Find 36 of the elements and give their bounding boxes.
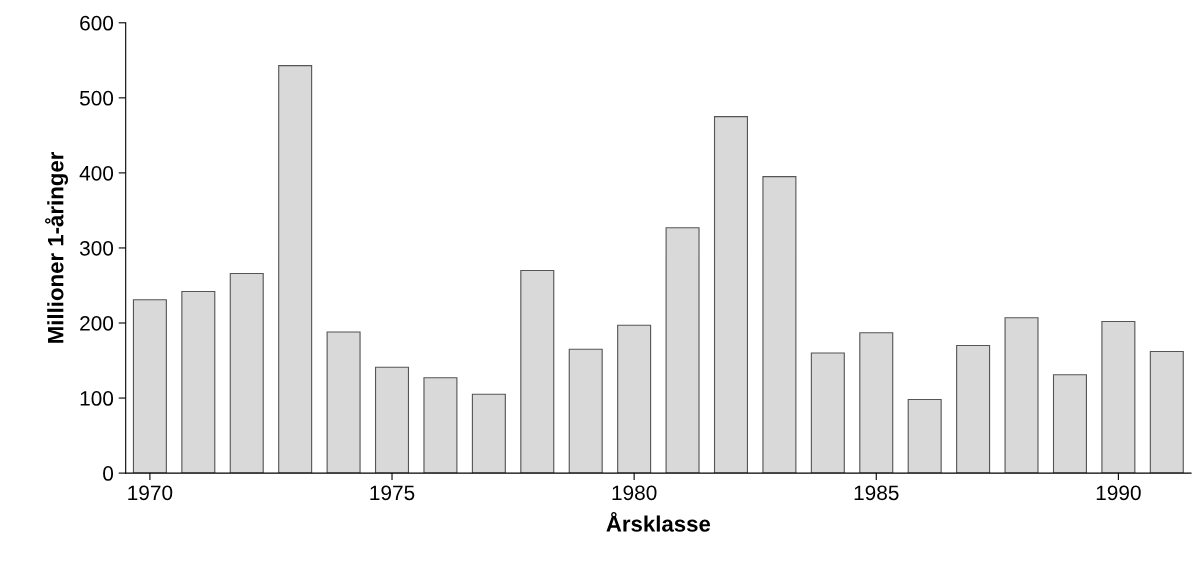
bar xyxy=(181,290,216,474)
y-axis-title: Millioner 1-åringer xyxy=(45,151,69,343)
x-tick-label: 1975 xyxy=(370,485,415,501)
x-tick-label: 1980 xyxy=(612,485,657,501)
x-tick-label: 1970 xyxy=(128,485,173,501)
bar xyxy=(423,377,458,474)
y-tick-label: 400 xyxy=(79,165,114,181)
bar xyxy=(374,366,410,474)
bar xyxy=(762,176,797,474)
x-tick-label: 1985 xyxy=(854,485,899,501)
bar xyxy=(1101,320,1136,474)
bar xyxy=(520,269,555,474)
y-tick-label: 500 xyxy=(79,90,114,106)
x-axis-title: Årsklasse xyxy=(606,511,711,532)
bar xyxy=(132,299,167,474)
x-tick-label: 1990 xyxy=(1096,485,1141,501)
bar xyxy=(568,348,603,474)
bar xyxy=(471,393,506,474)
bar xyxy=(956,344,991,474)
bar xyxy=(713,116,749,474)
y-tick-label: 200 xyxy=(80,316,114,331)
bar xyxy=(810,352,845,474)
bar xyxy=(665,227,700,474)
y-tick-label: 300 xyxy=(79,240,114,256)
bar xyxy=(229,272,264,474)
y-tick-label: 0 xyxy=(103,466,114,481)
bar xyxy=(617,324,652,474)
bar xyxy=(907,398,942,474)
bar xyxy=(1004,317,1039,474)
bar xyxy=(1052,374,1087,474)
y-tick-label: 600 xyxy=(80,15,114,31)
bar xyxy=(278,65,313,474)
bar xyxy=(859,332,894,474)
bar xyxy=(326,331,361,474)
y-tick-label: 100 xyxy=(80,391,114,406)
bar xyxy=(1149,350,1184,474)
